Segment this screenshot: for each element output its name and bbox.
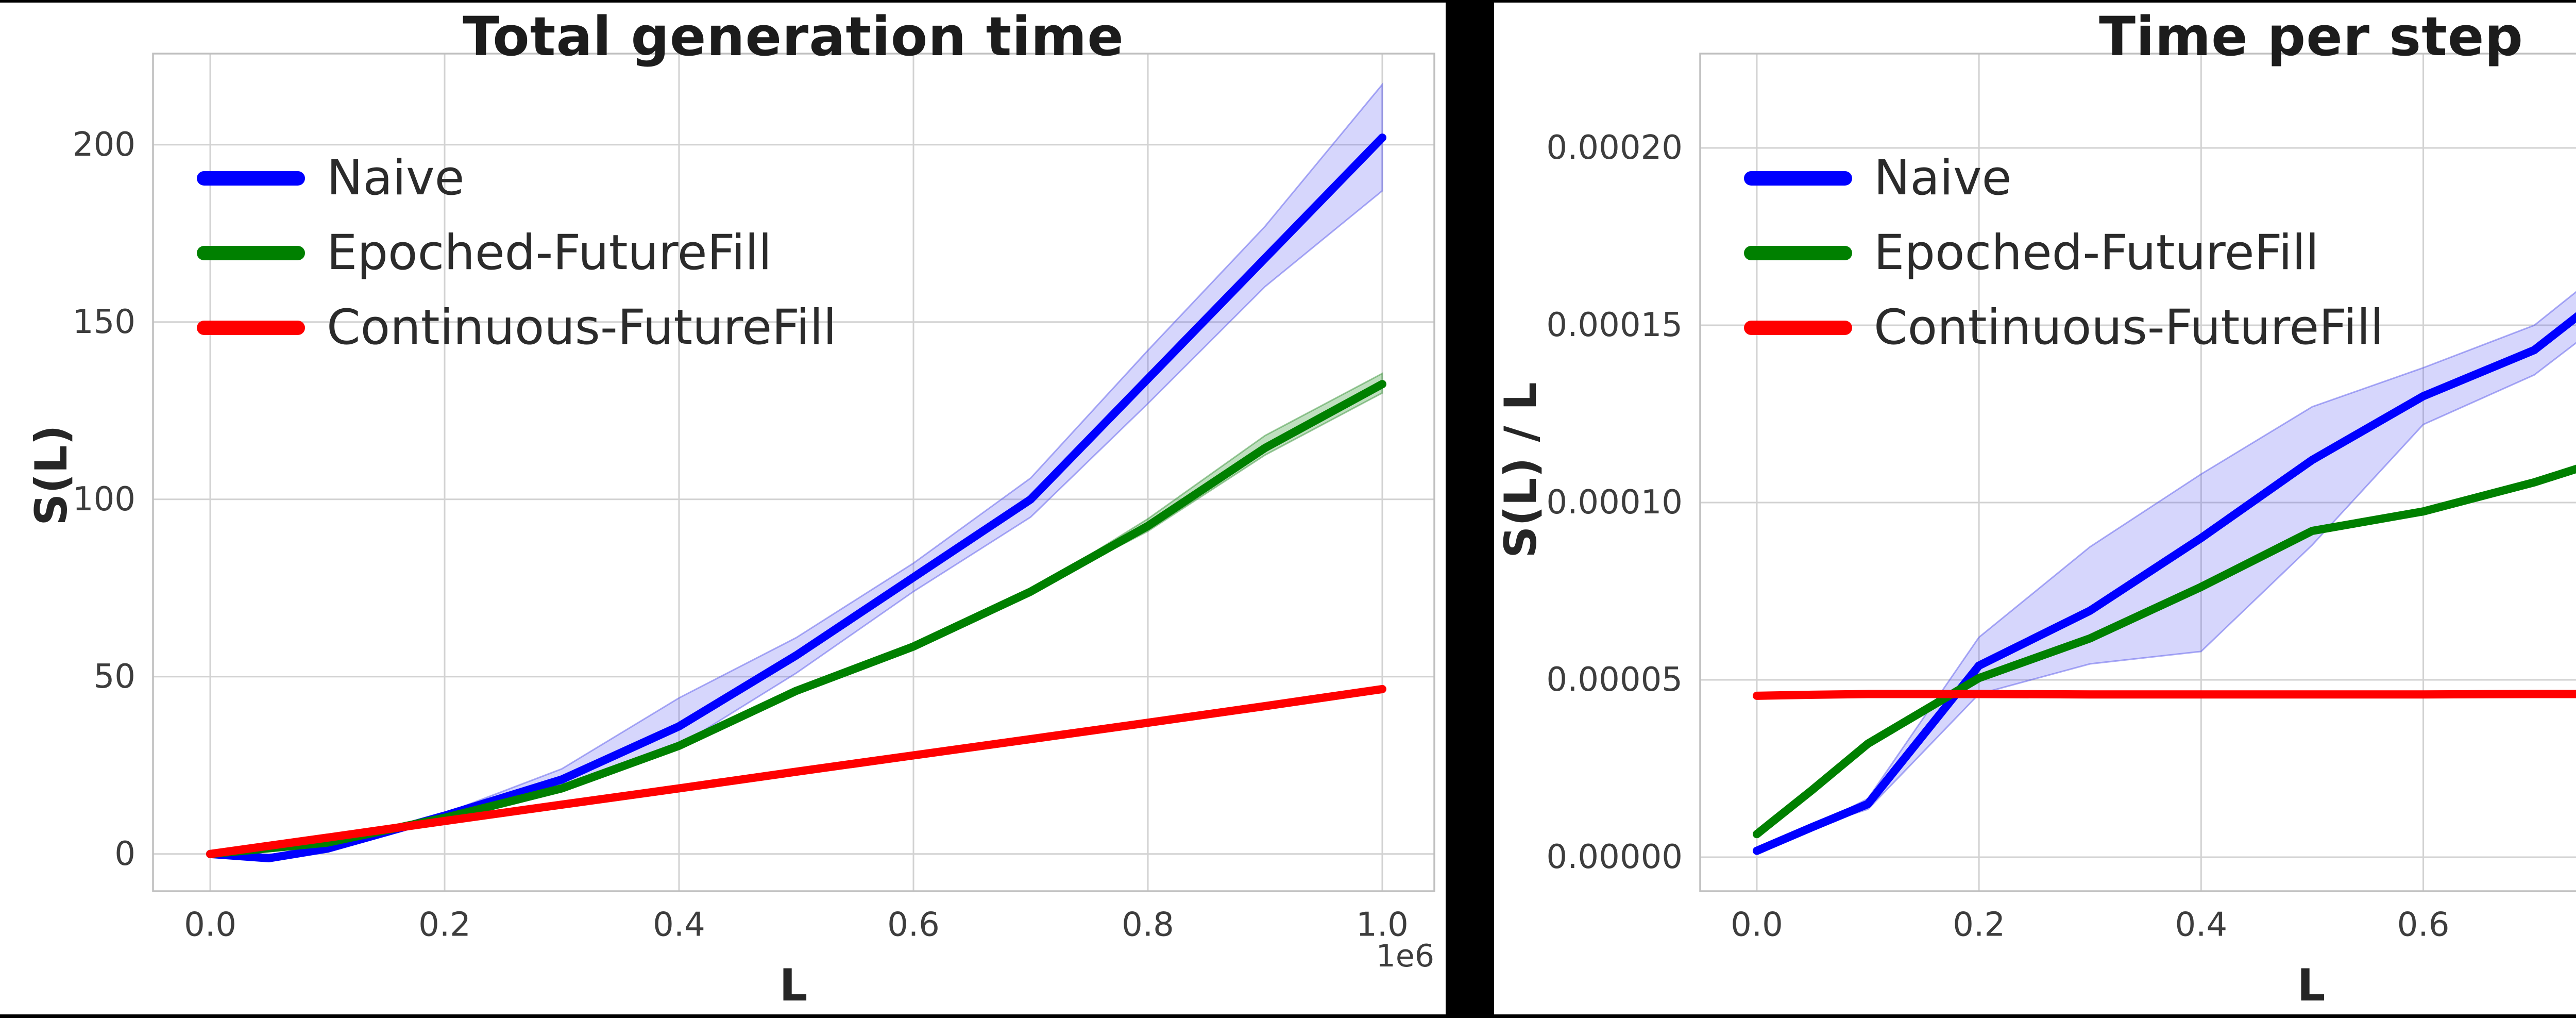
epoched-futurefill-line-swatch xyxy=(197,245,305,260)
epoched-futurefill-line-swatch xyxy=(1744,245,1852,260)
y-tick-label: 50 xyxy=(94,658,135,696)
naive-line xyxy=(1753,312,2576,855)
x-tick-label: 0.4 xyxy=(2175,906,2227,944)
y-tick-label: 200 xyxy=(73,126,135,164)
x-tick-label: 0.2 xyxy=(418,906,471,944)
y-tick-label: 0.00015 xyxy=(1546,306,1683,344)
plot-spines xyxy=(152,53,1435,892)
legend-label: Epoched-FutureFill xyxy=(327,225,772,281)
right-chart-title: Time per step xyxy=(2099,5,2523,68)
plot-spines xyxy=(1699,53,2576,892)
legend-item-naive: Naive xyxy=(1744,141,2384,215)
legend-label: Continuous-FutureFill xyxy=(327,299,837,356)
left-chart: 0.0 0.2 0.4 0.6 0.8 1.0 0 50 100 150 200 xyxy=(73,53,1435,944)
continuous-futurefill-line xyxy=(1753,690,2576,700)
x-tick-label: 0.8 xyxy=(1122,906,1174,944)
epoched-futurefill-line xyxy=(1753,464,2576,839)
legend-item-naive: Naive xyxy=(197,141,837,215)
y-tick-label: 150 xyxy=(73,303,135,341)
legend-label: Epoched-FutureFill xyxy=(1874,225,2319,281)
legend-label: Naive xyxy=(1874,150,2012,206)
naive-line-swatch xyxy=(1744,171,1852,186)
legend-item-continuous-futurefill: Continuous-FutureFill xyxy=(197,290,837,365)
right-y-axis-label: S(L) / L xyxy=(1495,382,1547,558)
x-tick-label: 0.0 xyxy=(1731,906,1783,944)
right-x-axis-label: L xyxy=(2297,960,2326,1011)
legend-item-continuous-futurefill: Continuous-FutureFill xyxy=(1744,290,2384,365)
left-y-axis-label: S(L) xyxy=(26,425,77,526)
left-chart-legend: Naive Epoched-FutureFill Continuous-Futu… xyxy=(197,141,837,365)
legend-label: Naive xyxy=(327,150,465,206)
epoched-futurefill-confidence-band xyxy=(210,372,1383,855)
continuous-futurefill-line-swatch xyxy=(1744,320,1852,335)
right-chart: 0.00.20.40.60.81.00.000000.000050.000100… xyxy=(1546,53,2576,944)
legend-item-epoched-futurefill: Epoched-FutureFill xyxy=(1744,215,2384,290)
left-x-axis-label: L xyxy=(779,960,808,1011)
naive-line-swatch xyxy=(197,171,305,186)
y-tick-label: 0.00000 xyxy=(1546,838,1683,876)
x-tick-label: 0.6 xyxy=(887,906,940,944)
legend-item-epoched-futurefill: Epoched-FutureFill xyxy=(197,215,837,290)
epoched-futurefill-line xyxy=(206,380,1386,858)
x-tick-label: 0.4 xyxy=(653,906,705,944)
x-tick-label: 1.0 xyxy=(1356,906,1409,944)
x-tick-label: 0.2 xyxy=(1953,906,2005,944)
legend-label: Continuous-FutureFill xyxy=(1874,299,2384,356)
y-tick-label: 0.00005 xyxy=(1546,661,1683,699)
right-chart-legend: Naive Epoched-FutureFill Continuous-Futu… xyxy=(1744,141,2384,365)
naive-confidence-band xyxy=(1756,291,2576,852)
x-tick-label: 0.0 xyxy=(184,906,236,944)
x-tick-label: 0.6 xyxy=(2397,906,2450,944)
y-tick-label: 0 xyxy=(114,835,135,873)
y-tick-label: 100 xyxy=(73,480,135,519)
y-tick-label: 0.00020 xyxy=(1546,129,1683,167)
continuous-futurefill-line xyxy=(206,685,1386,858)
left-x-axis-offset-text: 1e6 xyxy=(1376,938,1434,974)
y-tick-label: 0.00010 xyxy=(1546,483,1683,522)
naive-line xyxy=(206,133,1386,862)
right-chart-panel xyxy=(1494,3,2576,1014)
continuous-futurefill-line-swatch xyxy=(197,320,305,335)
left-chart-title: Total generation time xyxy=(463,5,1124,68)
